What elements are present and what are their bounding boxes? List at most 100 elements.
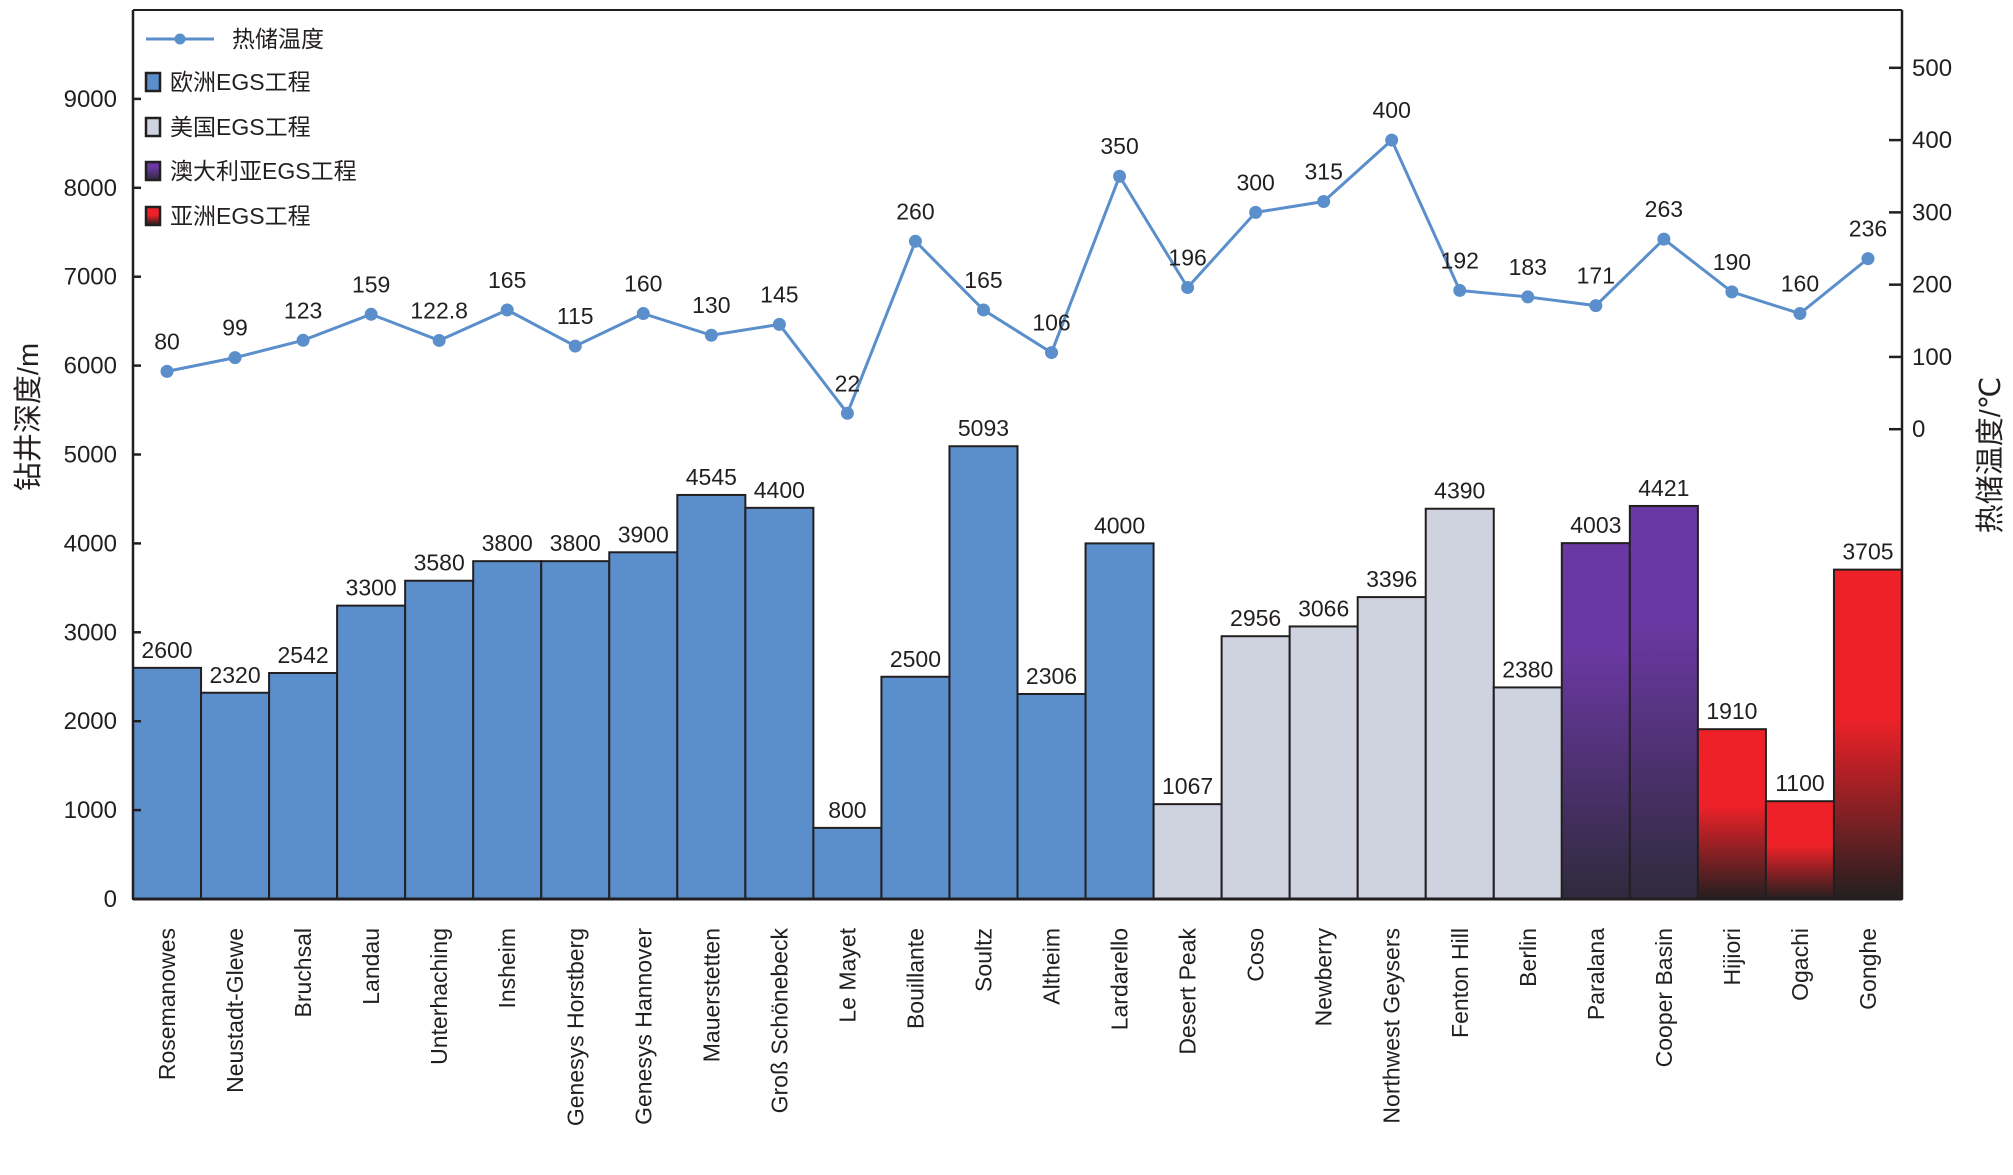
- x-tick-label: Bruchsal: [290, 928, 316, 1017]
- temperature-value-label: 159: [352, 271, 390, 297]
- y-left-tick-label: 8000: [64, 175, 117, 202]
- temperature-value-label: 99: [222, 315, 248, 341]
- bar-labels: 2600 2320 2542 3300 3580 3800 3800 3900 4545 4400…: [141, 415, 1893, 823]
- temperature-point: [1453, 283, 1467, 297]
- bar-coso: [1220, 635, 1291, 900]
- x-tick-label: Ogachi: [1787, 928, 1813, 1001]
- temperature-point: [1113, 169, 1127, 183]
- x-tick-label: Unterhaching: [426, 928, 452, 1065]
- axes: 0 1000 2000 3000 4000 5000 6000 7000 8000 9000 0 10…: [64, 9, 1952, 913]
- temperature-value-label: 122.8: [410, 297, 468, 323]
- bar-value-label: 3396: [1366, 566, 1417, 592]
- bar-value-label: 4003: [1570, 512, 1621, 538]
- bar-value-label: 3066: [1298, 595, 1349, 621]
- temperature-value-label: 171: [1577, 263, 1615, 289]
- bar-value-label: 2320: [209, 662, 260, 688]
- bar-ogachi: [1764, 800, 1835, 901]
- x-tick-label: Newberry: [1311, 928, 1337, 1027]
- bar-soultz: [948, 445, 1019, 900]
- bar-value-label: 5093: [958, 415, 1009, 441]
- bar-genesys-horstberg: [540, 560, 611, 900]
- temperature-value-label: 165: [488, 267, 526, 293]
- temperature-point: [1861, 252, 1875, 266]
- x-tick-label: Fenton Hill: [1447, 928, 1473, 1038]
- legend-swatch-australia: [144, 160, 162, 182]
- bar-value-label: 3705: [1842, 539, 1893, 565]
- x-tick-label: Insheim: [494, 928, 520, 1009]
- bar-northwest-geysers: [1356, 596, 1427, 900]
- bar-value-label: 800: [828, 797, 866, 823]
- legend-line-marker: [174, 33, 186, 45]
- y-right-tick-label: 100: [1912, 344, 1952, 371]
- temperature-value-label: 315: [1304, 159, 1342, 185]
- temperature-point: [1317, 195, 1331, 209]
- legend-swatch-asia: [144, 205, 162, 227]
- y-right-tick-label: 400: [1912, 127, 1952, 154]
- x-tick-label: Northwest Geysers: [1379, 928, 1405, 1124]
- temperature-point: [1793, 307, 1807, 321]
- bar-value-label: 3900: [618, 521, 669, 547]
- temperature-value-label: 236: [1849, 216, 1887, 242]
- temperature-point: [772, 317, 786, 331]
- temperature-value-label: 350: [1100, 133, 1138, 159]
- bar-value-label: 2500: [890, 646, 941, 672]
- legend-swatch-usa: [144, 116, 162, 138]
- x-tick-label: Genesys Hannover: [630, 928, 656, 1125]
- legend-label: 美国EGS工程: [170, 114, 311, 140]
- temperature-point: [500, 303, 514, 317]
- x-tick-labels: Rosemanowes Neustadt-Glewe Bruchsal Landau U…: [154, 927, 1881, 1126]
- bar-value-label: 3800: [550, 530, 601, 556]
- x-tick-label: Coso: [1243, 928, 1269, 982]
- temperature-value-label: 260: [896, 198, 934, 224]
- temperature-point: [1725, 285, 1739, 299]
- temperature-point: [1045, 346, 1059, 360]
- x-tick-label: Landau: [358, 928, 384, 1005]
- temperature-point: [1181, 281, 1195, 295]
- bar-altheim: [1016, 692, 1087, 900]
- y-left-tick-label: 2000: [64, 708, 117, 735]
- temperature-value-label: 183: [1509, 254, 1547, 280]
- bar-fenton-hill: [1424, 507, 1495, 900]
- bar-newberry: [1288, 625, 1359, 901]
- x-tick-label: Lardarello: [1107, 928, 1133, 1030]
- y-left-tick-label: 3000: [64, 619, 117, 646]
- y-right-tick-label: 200: [1912, 272, 1952, 299]
- x-tick-label: Berlin: [1515, 928, 1541, 987]
- x-tick-label: Gonghe: [1855, 928, 1881, 1010]
- bar-bruchsal: [268, 672, 339, 900]
- bar-value-label: 3800: [482, 530, 533, 556]
- temperature-point: [568, 339, 582, 353]
- temperature-point: [1249, 205, 1263, 219]
- x-tick-label: Neustadt-Glewe: [222, 928, 248, 1093]
- bar-value-label: 3580: [414, 550, 465, 576]
- bar-desert-peak: [1152, 803, 1223, 900]
- temperature-value-label: 80: [154, 328, 180, 354]
- temperature-point: [1385, 133, 1399, 147]
- legend-swatch-europe: [144, 71, 162, 93]
- y-right-tick-label: 500: [1912, 55, 1952, 82]
- legend-label: 亚洲EGS工程: [170, 203, 311, 229]
- bar-value-label: 4421: [1638, 475, 1689, 501]
- y-axis-right-title: 热储温度/℃: [1974, 377, 2007, 534]
- bar-genesys-hannover: [608, 551, 679, 900]
- y-left-tick-label: 4000: [64, 530, 117, 557]
- temperature-value-label: 263: [1645, 196, 1683, 222]
- temperature-point: [636, 307, 650, 321]
- bar-bouillante: [880, 675, 951, 900]
- bar-cooper-basin: [1628, 504, 1699, 900]
- temperature-value-label: 22: [835, 370, 861, 396]
- temperature-point: [228, 351, 242, 365]
- temperature-point: [1589, 299, 1603, 313]
- temperature-point: [908, 234, 922, 248]
- y-left-tick-label: 1000: [64, 797, 117, 824]
- bar-value-label: 4545: [686, 464, 737, 490]
- bar-berlin: [1492, 686, 1563, 901]
- temperature-point: [704, 328, 718, 342]
- y-left-tick-label: 0: [104, 886, 117, 913]
- x-tick-label: Desert Peak: [1175, 928, 1201, 1055]
- temperature-point: [432, 333, 446, 347]
- x-tick-label: Genesys Horstberg: [562, 928, 588, 1126]
- temperature-point: [1521, 290, 1535, 304]
